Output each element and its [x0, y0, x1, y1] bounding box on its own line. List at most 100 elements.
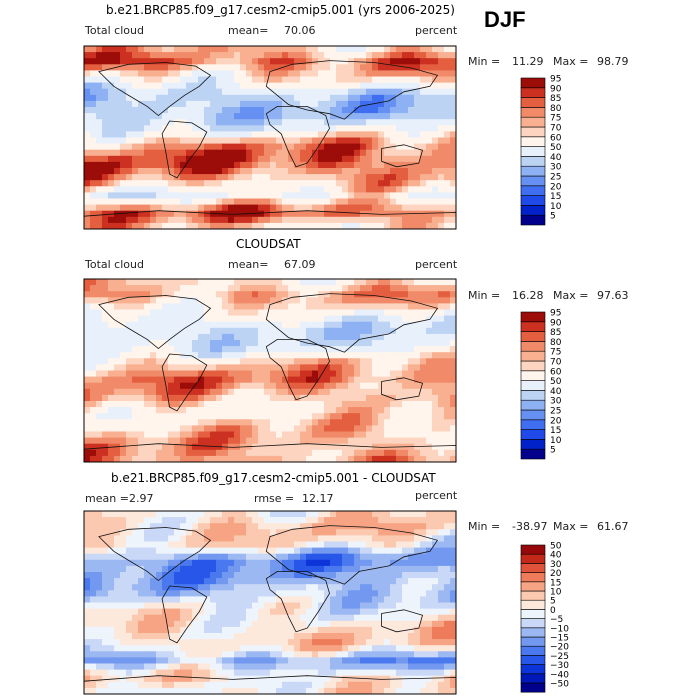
- map-cell: [300, 131, 307, 139]
- map-cell: [258, 279, 265, 286]
- map-cell: [144, 155, 151, 163]
- map-cell: [186, 168, 193, 175]
- map-cell: [234, 82, 241, 90]
- map-cell: [336, 321, 343, 329]
- map-cell: [354, 321, 361, 329]
- map-cell: [234, 455, 241, 462]
- map-cell: [414, 198, 421, 206]
- map-cell: [162, 216, 169, 224]
- map-cell: [186, 222, 193, 229]
- map-cell: [162, 279, 169, 286]
- map-cell: [108, 413, 115, 420]
- map-cell: [330, 216, 337, 224]
- map-cell: [210, 204, 217, 212]
- map-cell: [336, 584, 343, 591]
- map-cell: [186, 376, 193, 384]
- map-cell: [240, 620, 247, 628]
- map-cell: [378, 364, 385, 372]
- map-cell: [180, 346, 187, 353]
- map-cell: [288, 70, 295, 78]
- map-cell: [408, 449, 415, 457]
- map-cell: [222, 413, 229, 420]
- map-cell: [264, 161, 271, 169]
- map-cell: [318, 186, 325, 193]
- map-cell: [420, 370, 427, 378]
- map-cell: [138, 143, 145, 151]
- map-cell: [234, 535, 241, 543]
- map-cell: [156, 407, 163, 414]
- map-cell: [360, 297, 367, 304]
- map-cell: [96, 100, 103, 108]
- map-cell: [168, 602, 175, 610]
- map-cell: [102, 279, 109, 286]
- map-cell: [270, 419, 277, 426]
- map-cell: [168, 186, 175, 193]
- map-cell: [102, 100, 109, 108]
- map-cell: [288, 161, 295, 169]
- map-cell: [324, 161, 331, 169]
- map-cell: [234, 394, 241, 402]
- map-cell: [390, 204, 397, 212]
- map-cell: [330, 315, 337, 323]
- map-cell: [162, 52, 169, 59]
- map-cell: [390, 523, 397, 530]
- map-cell: [150, 553, 157, 561]
- map-cell: [366, 394, 373, 402]
- map-cell: [84, 407, 91, 414]
- map-cell: [120, 584, 127, 591]
- map-cell: [264, 303, 271, 311]
- map-cell: [270, 401, 277, 408]
- map-cell: [420, 204, 427, 212]
- map-cell: [432, 137, 439, 145]
- map-cell: [186, 401, 193, 408]
- map-cell: [390, 64, 397, 71]
- map-cell: [144, 131, 151, 139]
- colorbar-tick-label: 80: [550, 338, 562, 348]
- map-cell: [438, 143, 445, 151]
- map-cell: [402, 541, 409, 549]
- map-cell: [126, 137, 133, 145]
- map-cell: [180, 107, 187, 114]
- map-cell: [162, 143, 169, 151]
- map-cell: [336, 119, 343, 126]
- map-cell: [258, 535, 265, 543]
- map-cell: [252, 443, 259, 451]
- map-cell: [168, 155, 175, 163]
- map-cell: [384, 584, 391, 591]
- map-cell: [144, 443, 151, 451]
- map-cell: [126, 303, 133, 311]
- map-cell: [264, 125, 271, 132]
- map-cell: [408, 107, 415, 114]
- map-cell: [396, 161, 403, 169]
- map-cell: [348, 168, 355, 175]
- map-cell: [204, 119, 211, 126]
- map-cell: [432, 590, 439, 597]
- map-cell: [96, 186, 103, 193]
- map-cell: [432, 455, 439, 462]
- map-cell: [312, 559, 319, 567]
- map-cell: [204, 155, 211, 163]
- map-cell: [246, 88, 253, 96]
- map-cell: [252, 70, 259, 78]
- map-cell: [186, 125, 193, 132]
- map-cell: [336, 297, 343, 304]
- map-cell: [222, 431, 229, 439]
- map-cell: [162, 394, 169, 402]
- map-cell: [90, 333, 97, 341]
- map-cell: [444, 535, 451, 543]
- map-cell: [360, 107, 367, 114]
- map-cell: [234, 553, 241, 561]
- map-cell: [330, 119, 337, 126]
- map-cell: [450, 168, 456, 175]
- map-cell: [414, 572, 421, 579]
- map-cell: [330, 572, 337, 579]
- map-cell: [156, 340, 163, 347]
- map-cell: [114, 58, 121, 65]
- map-cell: [360, 407, 367, 414]
- map-cell: [192, 315, 199, 323]
- map-cell: [396, 572, 403, 579]
- map-cell: [426, 125, 433, 132]
- map-cell: [180, 443, 187, 451]
- map-cell: [234, 327, 241, 335]
- map-cell: [450, 523, 456, 530]
